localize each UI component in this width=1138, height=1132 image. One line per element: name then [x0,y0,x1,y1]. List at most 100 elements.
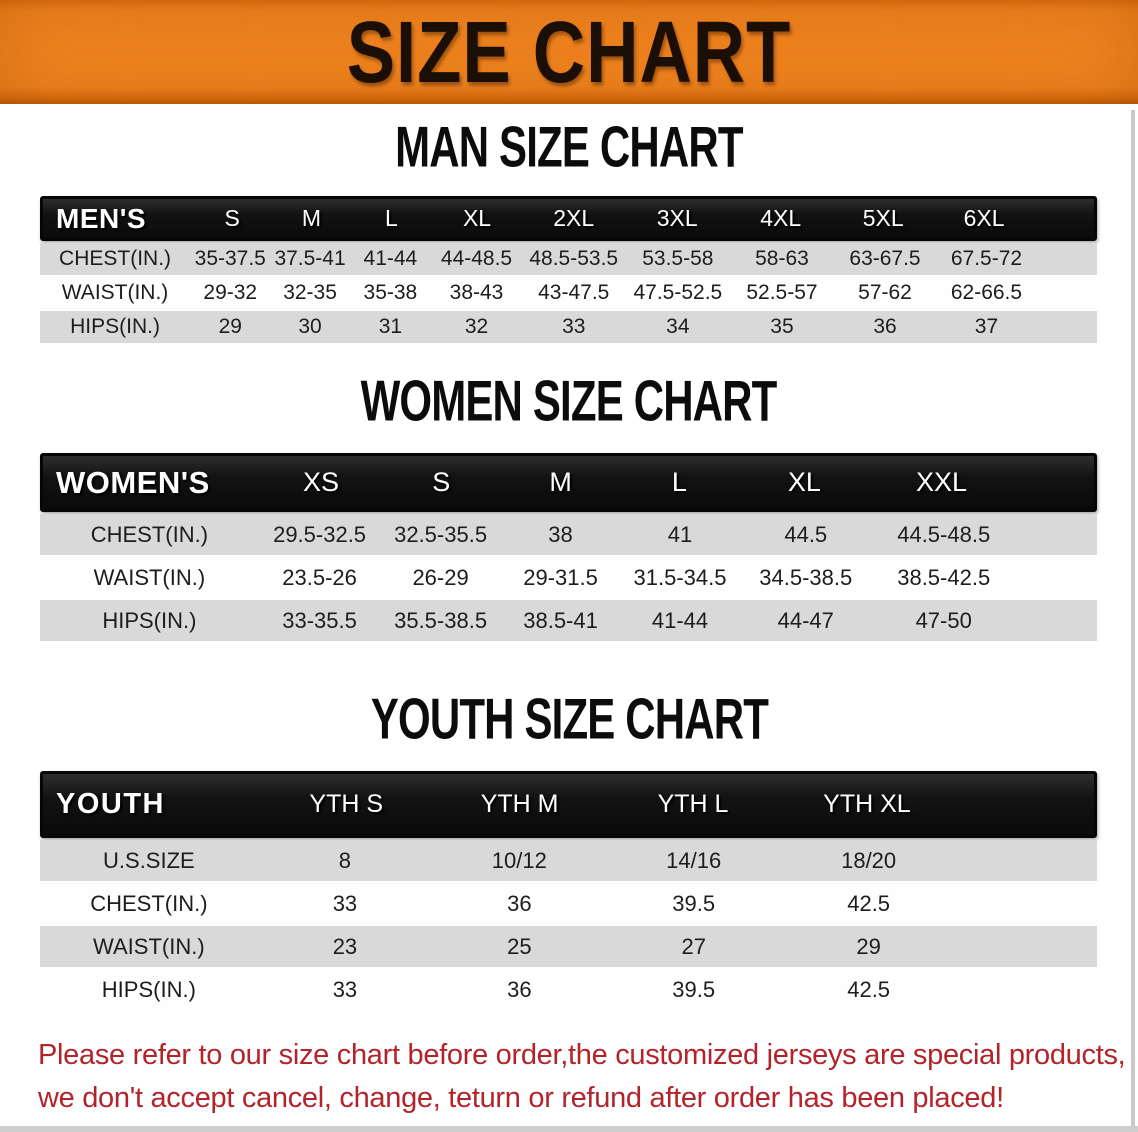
size-value-cell: 38.5-42.5 [897,564,991,590]
size-value-cell: 52.5-57 [746,281,818,304]
table-title: WOMEN'S [56,464,210,500]
photo-right-edge [1131,110,1135,1132]
size-value-cell: 47-50 [915,607,972,633]
size-value-cell: 8 [338,847,352,873]
womens-size-table: WOMEN'S XS S M L XL XXL CHEST(IN.) 29.5-32.5 32.5… [40,453,1097,641]
size-value-cell: 35-38 [363,281,418,304]
row-label: WAIST(IN.) [61,281,169,304]
size-value-cell: 44.5 [784,521,828,547]
size-value-cell: 32 [464,315,489,338]
size-value-cell: 36 [507,976,532,1002]
size-value-cell: 33 [562,315,586,338]
size-value-cell: 23.5-26 [282,564,357,590]
size-value-cell: 38.5-41 [523,607,598,633]
size-value-cell: 14/16 [666,847,722,873]
man-size-chart-heading-text: MAN SIZE CHART [395,114,743,180]
size-header-cell: YTH M [480,790,559,818]
disclaimer-text: Please refer to our size chart before or… [38,1034,1126,1120]
size-value-cell: 10/12 [491,847,547,873]
table-row: CHEST(IN.) 35-37.5 37.5-41 41-44 44-48.5 48.5… [40,243,1097,275]
size-value-cell: 18/20 [841,847,897,873]
size-header-cell: 6XL [963,205,1005,231]
size-chart-banner: SIZE CHART [0,0,1138,104]
size-value-cell: 31 [378,315,403,338]
row-label: CHEST(IN.) [59,247,172,270]
size-header-cell: XL [787,467,821,497]
size-value-cell: 44-47 [777,607,834,633]
table-row: U.S.SIZE 8 10/12 14/16 18/20 [40,840,1097,881]
size-value-cell: 27 [681,933,706,959]
size-value-cell: 29.5-32.5 [273,521,367,547]
table-title: MEN'S [56,202,147,234]
row-label: HIPS(IN.) [102,607,197,633]
size-value-cell: 58-63 [755,247,809,270]
size-header-cell: XXL [916,467,968,497]
table-row: HIPS(IN.) 29 30 31 32 33 34 35 36 37 [40,311,1097,343]
size-value-cell: 53.5-58 [642,247,714,270]
size-value-cell: 25 [507,933,532,959]
size-value-cell: 33 [332,890,358,916]
photo-bottom-edge [0,1126,1138,1132]
size-value-cell: 37.5-41 [274,247,346,270]
size-header-cell: 5XL [862,205,904,231]
size-value-cell: 38-43 [449,281,504,304]
size-value-cell: 26-29 [412,564,469,590]
size-header-cell: S [224,205,240,231]
size-header-cell: M [301,205,322,231]
size-value-cell: 39.5 [672,890,716,916]
size-value-cell: 47.5-52.5 [633,281,723,304]
disclaimer-line-1: Please refer to our size chart before or… [38,1039,1126,1071]
size-value-cell: 42.5 [847,890,891,916]
size-header-cell: M [549,467,572,497]
size-value-cell: 32-35 [283,281,337,304]
size-value-cell: 37 [974,315,999,338]
size-value-cell: 29 [856,933,881,959]
size-value-cell: 34 [666,315,690,338]
table-header-row: YOUTH YTH S YTH M YTH L YTH XL [40,771,1097,838]
mens-size-table: MEN'S S M L XL 2XL 3XL 4XL 5XL 6XL CHEST(IN.) 35-37… [40,196,1097,343]
row-label: HIPS(IN.) [101,976,196,1002]
table-header-row: MEN'S S M L XL 2XL 3XL 4XL 5XL 6XL [40,196,1097,241]
table-row: HIPS(IN.) 33 36 39.5 42.5 [40,969,1097,1010]
table-row: WAIST(IN.) 29-32 32-35 35-38 38-43 43-47.5 47.… [40,277,1097,309]
youth-size-chart-heading: YOUTH SIZE CHART [0,687,1138,751]
size-value-cell: 39.5 [672,976,716,1002]
size-header-cell: YTH S [309,790,384,818]
size-value-cell: 31.5-34.5 [633,564,727,590]
size-value-cell: 38 [548,521,573,547]
size-value-cell: 43-47.5 [538,281,610,304]
table-row: WAIST(IN.) 23 25 27 29 [40,926,1097,967]
size-header-cell: XS [302,467,339,497]
size-value-cell: 42.5 [847,976,891,1002]
size-value-cell: 36 [873,315,897,338]
size-value-cell: 29 [218,315,242,338]
size-value-cell: 48.5-53.5 [529,247,619,270]
row-label: CHEST(IN.) [90,521,209,547]
size-value-cell: 57-62 [858,281,912,304]
size-value-cell: 34.5-38.5 [759,564,853,590]
row-label: U.S.SIZE [103,847,195,873]
row-label: WAIST(IN.) [93,564,206,590]
youth-size-table: YOUTH YTH S YTH M YTH L YTH XL U.S.SIZE 8 10/12… [40,771,1097,1010]
size-header-cell: XL [462,205,492,231]
women-size-chart-heading: WOMEN SIZE CHART [0,369,1138,433]
size-value-cell: 41-44 [363,247,418,270]
size-header-cell: YTH L [657,790,729,818]
size-value-cell: 67.5-72 [950,247,1023,270]
size-header-cell: 3XL [656,205,698,231]
size-header-cell: L [671,467,687,497]
table-title: YOUTH [56,788,165,820]
size-value-cell: 33 [332,976,358,1002]
size-header-cell: 4XL [760,205,802,231]
size-value-cell: 30 [298,315,322,338]
size-value-cell: 36 [507,890,532,916]
disclaimer-line-2: we don't accept cancel, change, teturn o… [38,1082,1004,1114]
table-row: WAIST(IN.) 23.5-26 26-29 29-31.5 31.5-34.5 34… [40,557,1097,598]
size-value-cell: 35-37.5 [194,247,266,270]
table-row: CHEST(IN.) 29.5-32.5 32.5-35.5 38 41 44.5 44.5… [40,514,1097,555]
size-header-cell: S [432,467,451,497]
row-label: HIPS(IN.) [70,315,160,338]
size-header-cell: YTH XL [823,790,911,818]
table-row: CHEST(IN.) 33 36 39.5 42.5 [40,883,1097,924]
